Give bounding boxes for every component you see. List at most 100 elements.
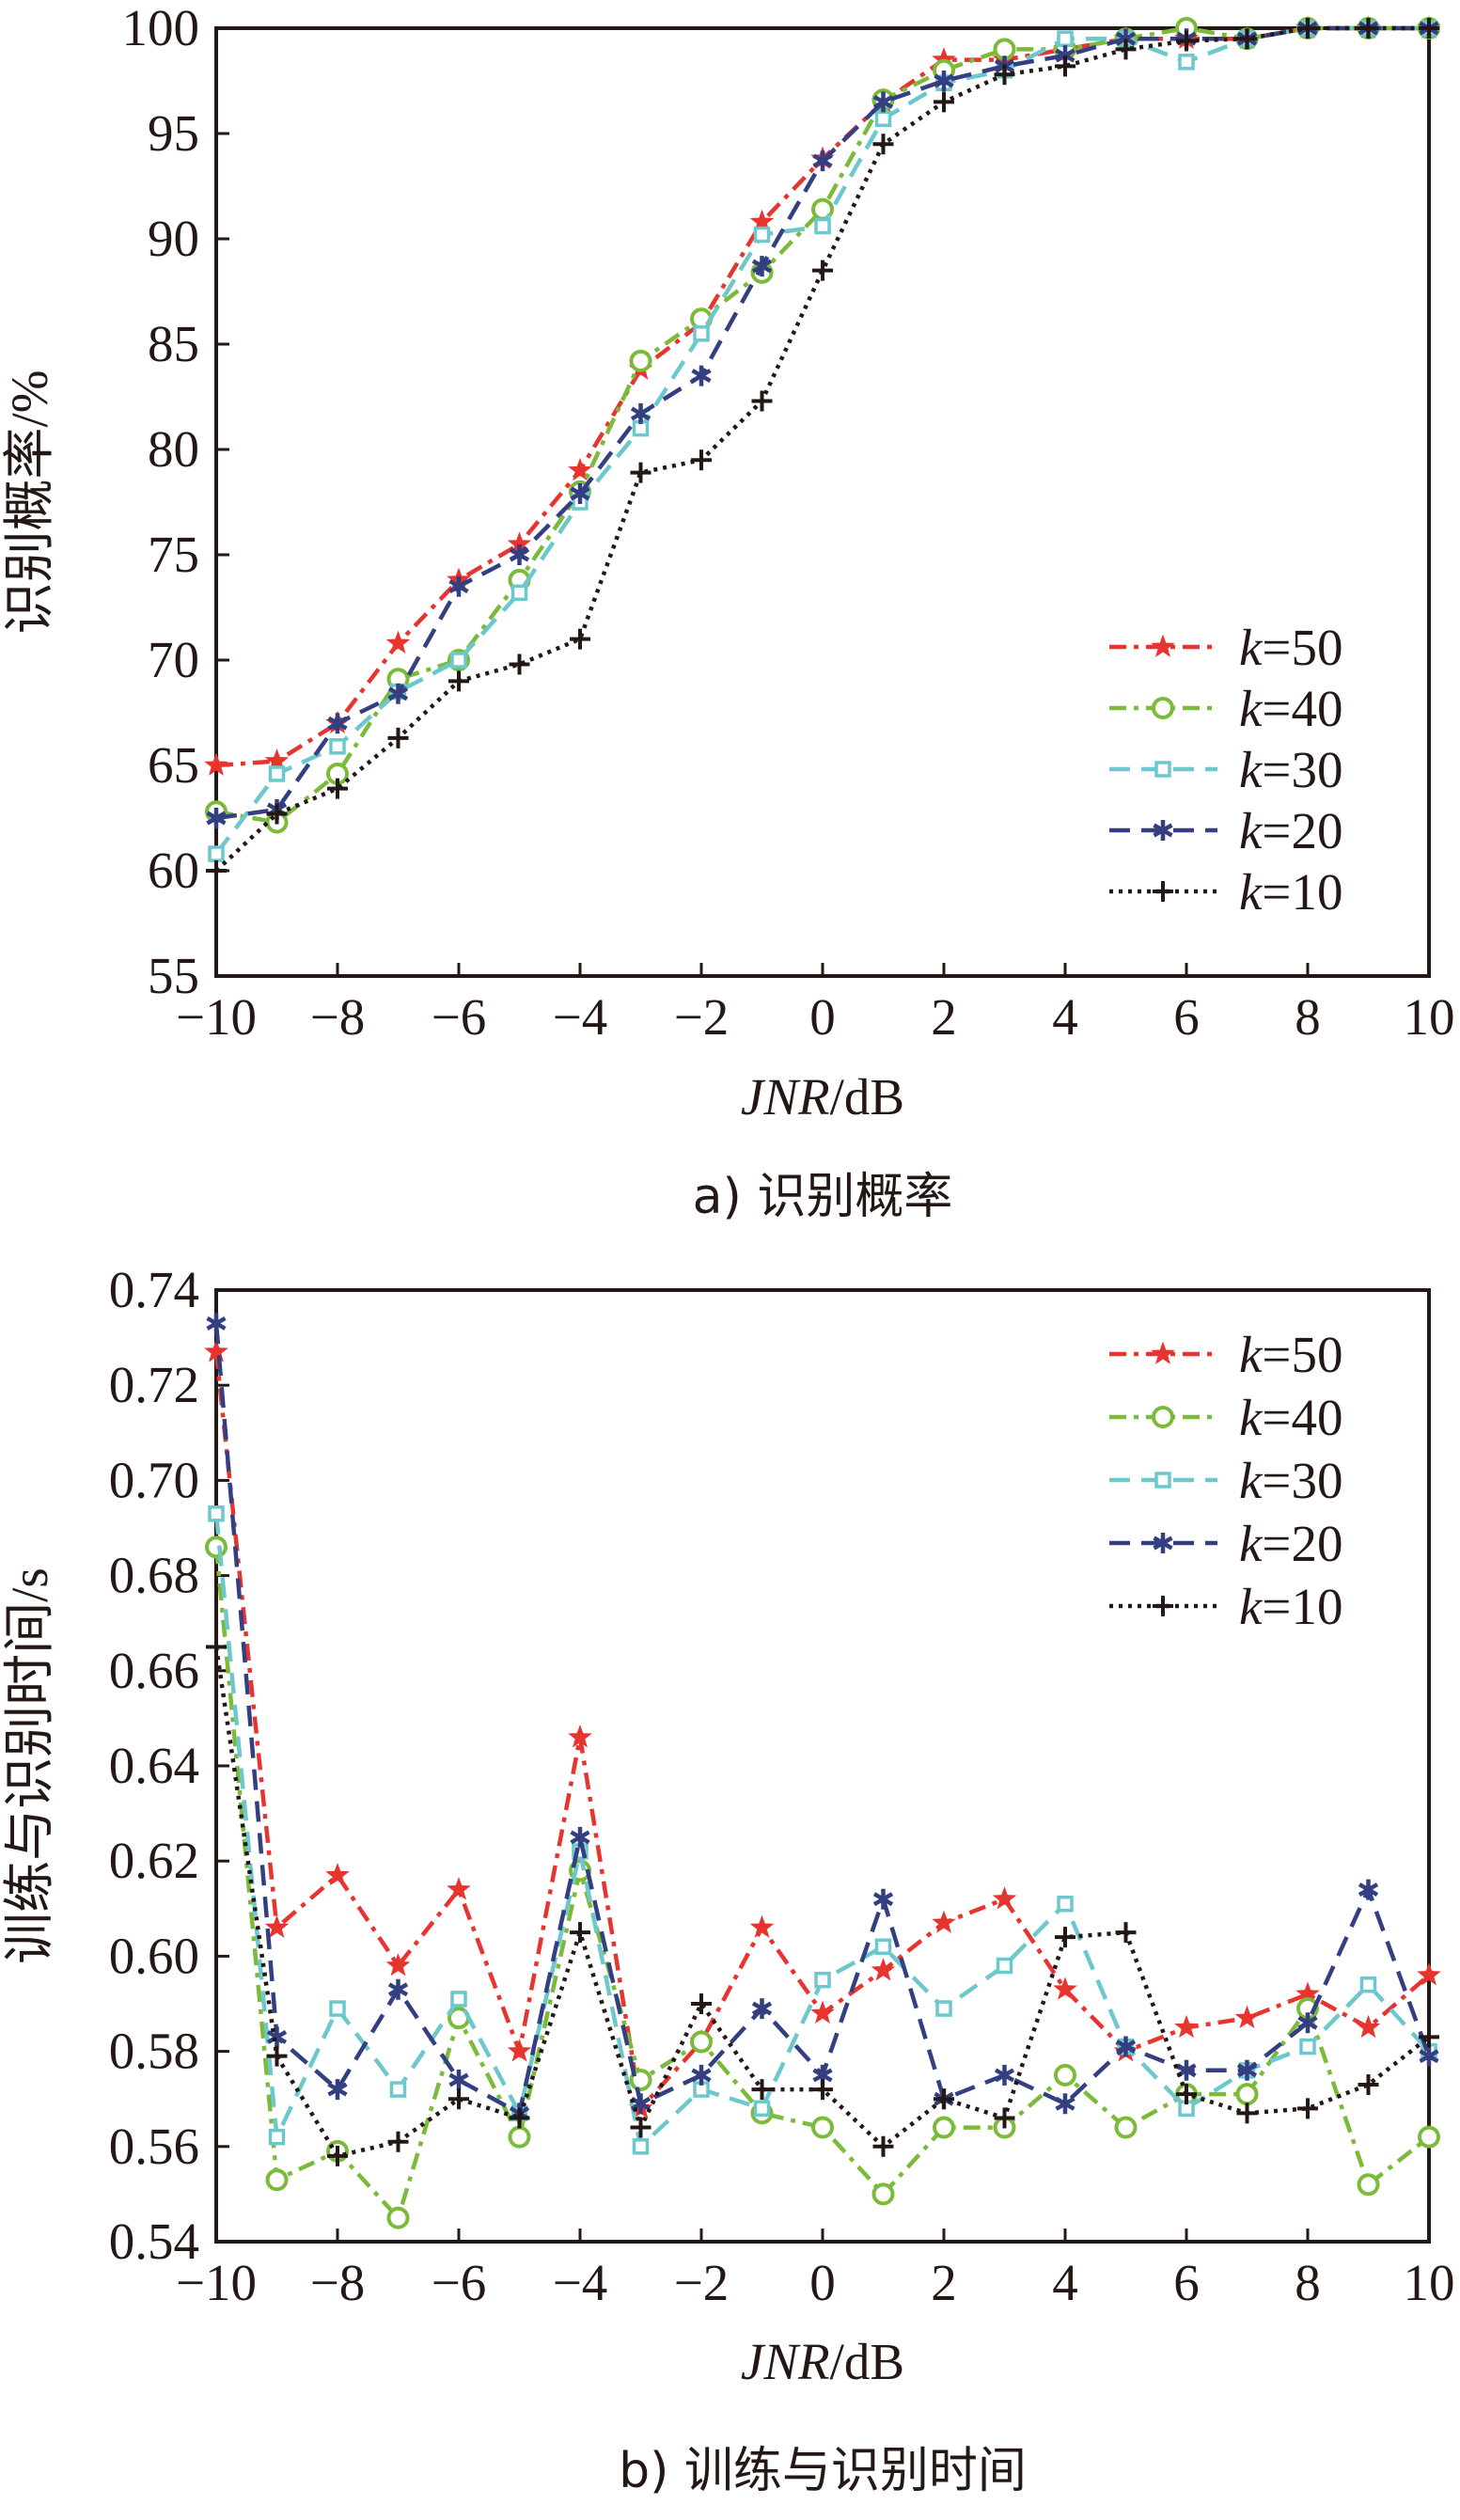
data-point	[994, 2064, 1015, 2086]
legend-item: k=50	[1109, 1326, 1342, 1383]
x-tick-label: 6	[1173, 988, 1200, 1046]
data-point	[630, 2117, 652, 2138]
data-point	[1115, 2036, 1137, 2057]
x-tick-label: −6	[432, 988, 487, 1046]
data-point	[1115, 39, 1137, 60]
legend-marker	[1153, 881, 1173, 902]
data-point	[1234, 2005, 1260, 2029]
legend-marker	[1153, 820, 1173, 841]
data-point	[1419, 2045, 1439, 2067]
data-point	[204, 752, 228, 776]
data-point	[206, 1636, 227, 1658]
legend-item: k=40	[1109, 680, 1342, 737]
data-point	[1297, 18, 1318, 39]
data-point	[812, 150, 833, 172]
data-point	[329, 2000, 346, 2017]
data-point	[1359, 1977, 1377, 1993]
legend-label: k=30	[1239, 741, 1342, 798]
data-point	[630, 402, 652, 424]
data-point	[268, 765, 286, 782]
data-point	[327, 2079, 348, 2101]
data-point	[996, 1957, 1013, 1975]
data-point	[812, 2079, 833, 2101]
y-tick-label: 65	[148, 736, 199, 794]
data-point	[568, 1725, 592, 1748]
x-tick-label: −2	[674, 2254, 730, 2311]
data-point	[447, 1877, 471, 1900]
data-point	[448, 670, 469, 692]
data-point	[1419, 18, 1439, 39]
data-point	[1176, 30, 1197, 52]
legend-item: k=10	[1109, 863, 1342, 921]
data-point	[872, 1888, 894, 1910]
data-point	[632, 2138, 650, 2155]
y-tick-label: 0.72	[109, 1356, 199, 1413]
data-point	[753, 226, 771, 244]
legend-item: k=40	[1109, 1389, 1342, 1446]
data-point	[1418, 2125, 1440, 2149]
legend-item: k=20	[1109, 802, 1342, 859]
legend-item: k=20	[1109, 1515, 1342, 1572]
data-point	[753, 2100, 771, 2118]
data-point	[327, 713, 348, 734]
x-tick-label: −6	[432, 2254, 487, 2311]
y-tick-label: 0.56	[109, 2118, 199, 2175]
legend-label: k=30	[1239, 1452, 1342, 1509]
y-tick-label: 60	[148, 842, 199, 899]
legend-item: k=30	[1109, 1452, 1342, 1509]
data-point	[630, 2093, 652, 2115]
data-point	[329, 738, 346, 755]
data-point	[327, 2145, 348, 2166]
y-tick-label: 0.74	[109, 1261, 199, 1318]
x-axis-title-b: JNR/dB	[741, 2333, 904, 2390]
data-point	[570, 483, 590, 504]
series-k10	[206, 1636, 1439, 2166]
data-point	[206, 1313, 227, 1334]
x-tick-label: 2	[931, 2254, 957, 2311]
data-point	[1358, 18, 1379, 39]
legend-marker	[1152, 1406, 1174, 1428]
ticks-b: −10 −8 −6 −4 −2 0 2 4 6 8 10 0.54 0.56 0.58 0.60 0.62 0.…	[109, 1261, 1455, 2311]
data-point	[204, 1339, 228, 1362]
y-axis-title-a: 识别概率/%	[1, 370, 58, 634]
x-tick-label: 10	[1404, 988, 1455, 1046]
data-point	[387, 727, 409, 748]
data-point	[568, 457, 592, 481]
data-point	[1236, 2103, 1258, 2124]
data-point	[327, 778, 348, 799]
data-point	[509, 654, 530, 675]
data-point	[1055, 1927, 1075, 1948]
data-point	[266, 2026, 288, 2048]
series-layer-a	[204, 15, 1441, 881]
data-point	[693, 325, 710, 342]
data-point	[629, 349, 652, 372]
x-tick-label: −4	[553, 2254, 608, 2311]
data-point	[994, 64, 1015, 86]
data-point	[266, 803, 288, 825]
legend-item: k=50	[1109, 619, 1342, 676]
data-point	[385, 1953, 411, 1977]
data-point	[450, 1991, 467, 2008]
data-point	[1235, 2083, 1259, 2106]
y-tick-label: 80	[148, 420, 199, 478]
y-tick-label: 75	[148, 526, 199, 583]
x-tick-label: −10	[176, 988, 257, 1046]
data-point	[751, 390, 773, 412]
data-point	[448, 2088, 469, 2110]
data-point	[932, 1910, 956, 1933]
data-point	[810, 2000, 835, 2024]
data-point	[509, 544, 530, 565]
data-point	[1417, 1962, 1441, 1986]
data-point	[691, 365, 712, 386]
legend-label: k=10	[1239, 1578, 1342, 1635]
data-point	[1054, 2063, 1076, 2087]
legend-label: k=40	[1239, 1389, 1342, 1446]
legend-label: k=50	[1239, 1326, 1342, 1383]
data-point	[507, 2039, 532, 2062]
data-point	[1236, 2059, 1258, 2081]
data-point	[1358, 2074, 1379, 2096]
data-point	[934, 71, 954, 91]
x-tick-label: 10	[1404, 2254, 1455, 2311]
data-point	[872, 2135, 894, 2157]
ticks-a: −10 −8 −6 −4 −2 0 2 4 6 8 10 55 60 65 70 75 80 85 90 95 100	[122, 0, 1455, 1046]
